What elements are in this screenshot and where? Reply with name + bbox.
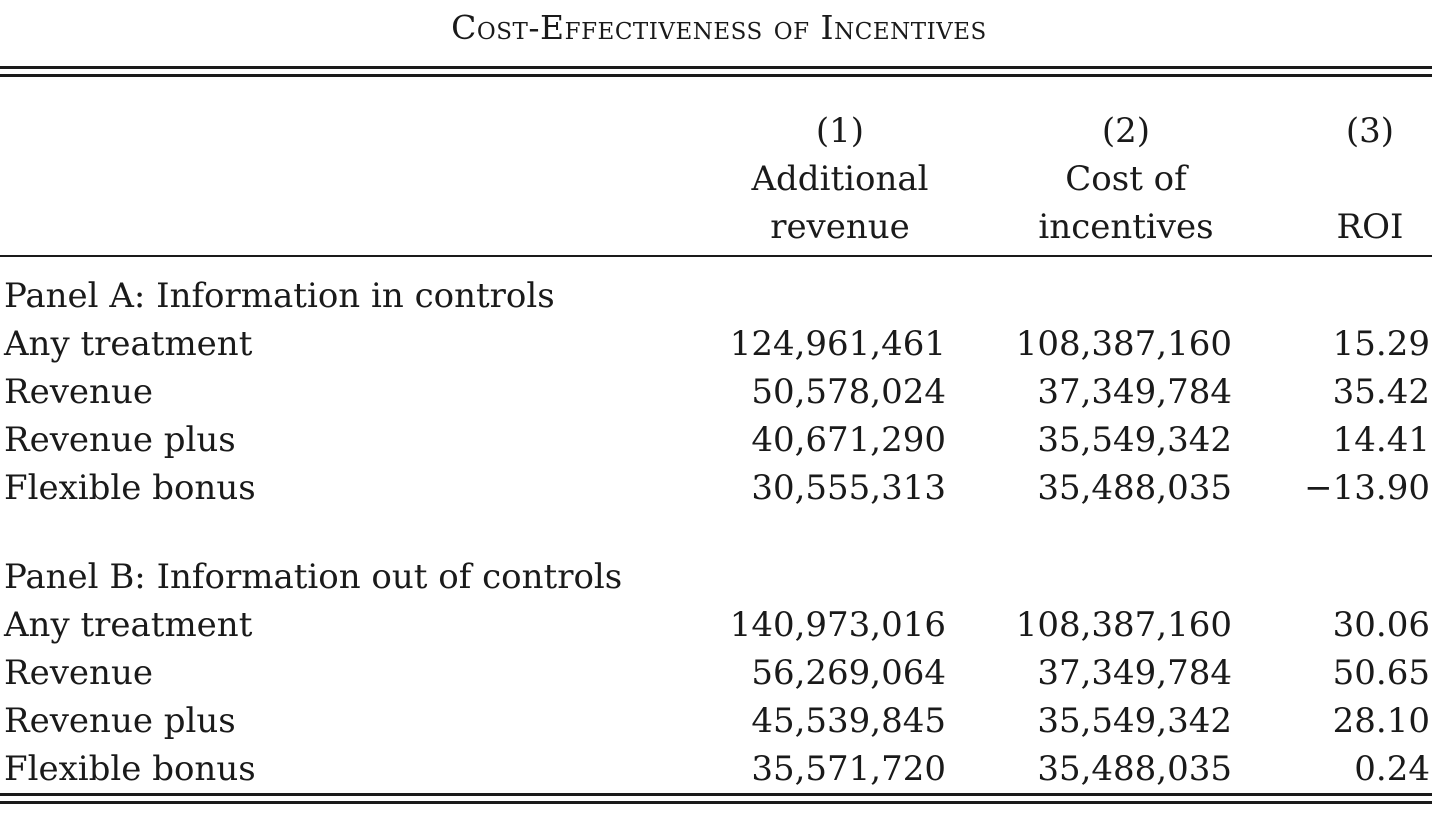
top-rule	[0, 66, 1432, 69]
top-rule	[0, 74, 1432, 77]
header-rule	[0, 255, 1432, 257]
table-cell: 108,387,160	[1015, 605, 1232, 645]
table-cell: 0.24	[1354, 749, 1430, 789]
table-cell: 45,539,845	[751, 701, 946, 741]
table-cell: 28.10	[1332, 701, 1430, 741]
column-number: (3)	[1345, 111, 1395, 151]
row-label: Revenue	[4, 372, 153, 412]
table-title: Cost-Effectiveness of Incentives	[451, 8, 987, 47]
table-cell: 50,578,024	[751, 372, 946, 412]
column-header: Cost of	[1065, 159, 1187, 199]
table-cell: 14.41	[1332, 420, 1430, 460]
row-label: Revenue	[4, 653, 153, 693]
bottom-rule	[0, 801, 1432, 804]
row-label: Flexible bonus	[4, 749, 256, 789]
table-cell: 40,671,290	[751, 420, 946, 460]
column-number: (1)	[815, 111, 865, 151]
row-label: Any treatment	[4, 605, 253, 645]
row-label: Any treatment	[4, 324, 253, 364]
table-cell: 30.06	[1332, 605, 1430, 645]
column-header: Additional	[751, 159, 929, 199]
table-cell: 35,549,342	[1037, 701, 1232, 741]
panel-heading: Panel A: Information in controls	[4, 276, 555, 316]
column-header	[1300, 155, 1438, 203]
row-label: Revenue plus	[4, 701, 236, 741]
table-cell: 35,488,035	[1037, 749, 1232, 789]
column-header: revenue	[770, 207, 910, 247]
row-label: Revenue plus	[4, 420, 236, 460]
table-cell: 15.29	[1332, 324, 1430, 364]
table-cell: 37,349,784	[1037, 653, 1232, 693]
table-cell: 56,269,064	[751, 653, 946, 693]
table-cell: 108,387,160	[1015, 324, 1232, 364]
table-cell: 37,349,784	[1037, 372, 1232, 412]
table-cell: 35,549,342	[1037, 420, 1232, 460]
table-cell: 140,973,016	[729, 605, 946, 645]
column-header: incentives	[1038, 207, 1214, 247]
table-cell: 35,488,035	[1037, 468, 1232, 508]
table-cell: 30,555,313	[751, 468, 946, 508]
bottom-rule	[0, 793, 1432, 796]
panel-heading: Panel B: Information out of controls	[4, 557, 623, 597]
row-label: Flexible bonus	[4, 468, 256, 508]
column-number: (2)	[1101, 111, 1151, 151]
table-cell: 35,571,720	[751, 749, 946, 789]
table-cell: 35.42	[1332, 372, 1430, 412]
column-header: ROI	[1336, 207, 1404, 247]
table-cell: 50.65	[1332, 653, 1430, 693]
table-cell: −13.90	[1304, 468, 1430, 508]
table-cell: 124,961,461	[729, 324, 946, 364]
